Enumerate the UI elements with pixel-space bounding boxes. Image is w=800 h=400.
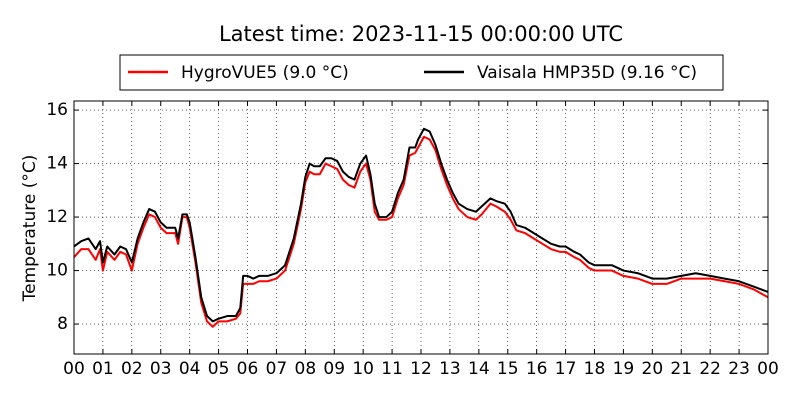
x-tick-label: 18 — [584, 359, 606, 379]
y-tick-label: 8 — [57, 314, 68, 334]
x-tick-label: 03 — [150, 359, 172, 379]
x-tick-label: 23 — [728, 359, 750, 379]
x-tick-label: 08 — [295, 359, 317, 379]
legend-label: HygroVUE5 (9.0 °C) — [181, 63, 349, 83]
y-tick-label: 12 — [46, 207, 68, 227]
x-tick-label: 11 — [381, 359, 403, 379]
x-tick-label: 05 — [208, 359, 230, 379]
x-tick-label: 02 — [121, 359, 143, 379]
x-tick-label: 14 — [468, 359, 490, 379]
x-tick-label: 12 — [410, 359, 432, 379]
x-tick-label: 10 — [352, 359, 374, 379]
x-tick-label: 04 — [179, 359, 201, 379]
x-tick-label: 01 — [92, 359, 114, 379]
data-line — [73, 135, 769, 328]
x-tick-label: 00 — [757, 359, 779, 379]
x-tick-label: 09 — [323, 359, 345, 379]
x-tick-label: 19 — [613, 359, 635, 379]
plot-frame — [73, 100, 769, 355]
y-tick-label: 10 — [46, 261, 68, 281]
y-tick-label: 14 — [46, 154, 68, 174]
y-tick-label: 16 — [46, 100, 68, 120]
x-tick-label: 13 — [439, 359, 461, 379]
x-tick-label: 00 — [63, 359, 85, 379]
x-tick-label: 16 — [526, 359, 548, 379]
legend-box — [119, 54, 724, 91]
x-tick-label: 22 — [699, 359, 721, 379]
x-tick-label: 07 — [266, 359, 288, 379]
x-tick-label: 20 — [642, 359, 664, 379]
x-tick-label: 15 — [497, 359, 519, 379]
plot-background — [74, 101, 768, 354]
x-tick-label: 17 — [555, 359, 577, 379]
chart-title: Latest time: 2023-11-15 00:00:00 UTC — [219, 22, 623, 46]
legend-label: Vaisala HMP35D (9.16 °C) — [477, 63, 697, 83]
x-tick-label: 06 — [237, 359, 259, 379]
data-line — [73, 127, 769, 323]
x-tick-label: 21 — [670, 359, 692, 379]
y-axis-label: Temperature (°C) — [20, 155, 40, 303]
